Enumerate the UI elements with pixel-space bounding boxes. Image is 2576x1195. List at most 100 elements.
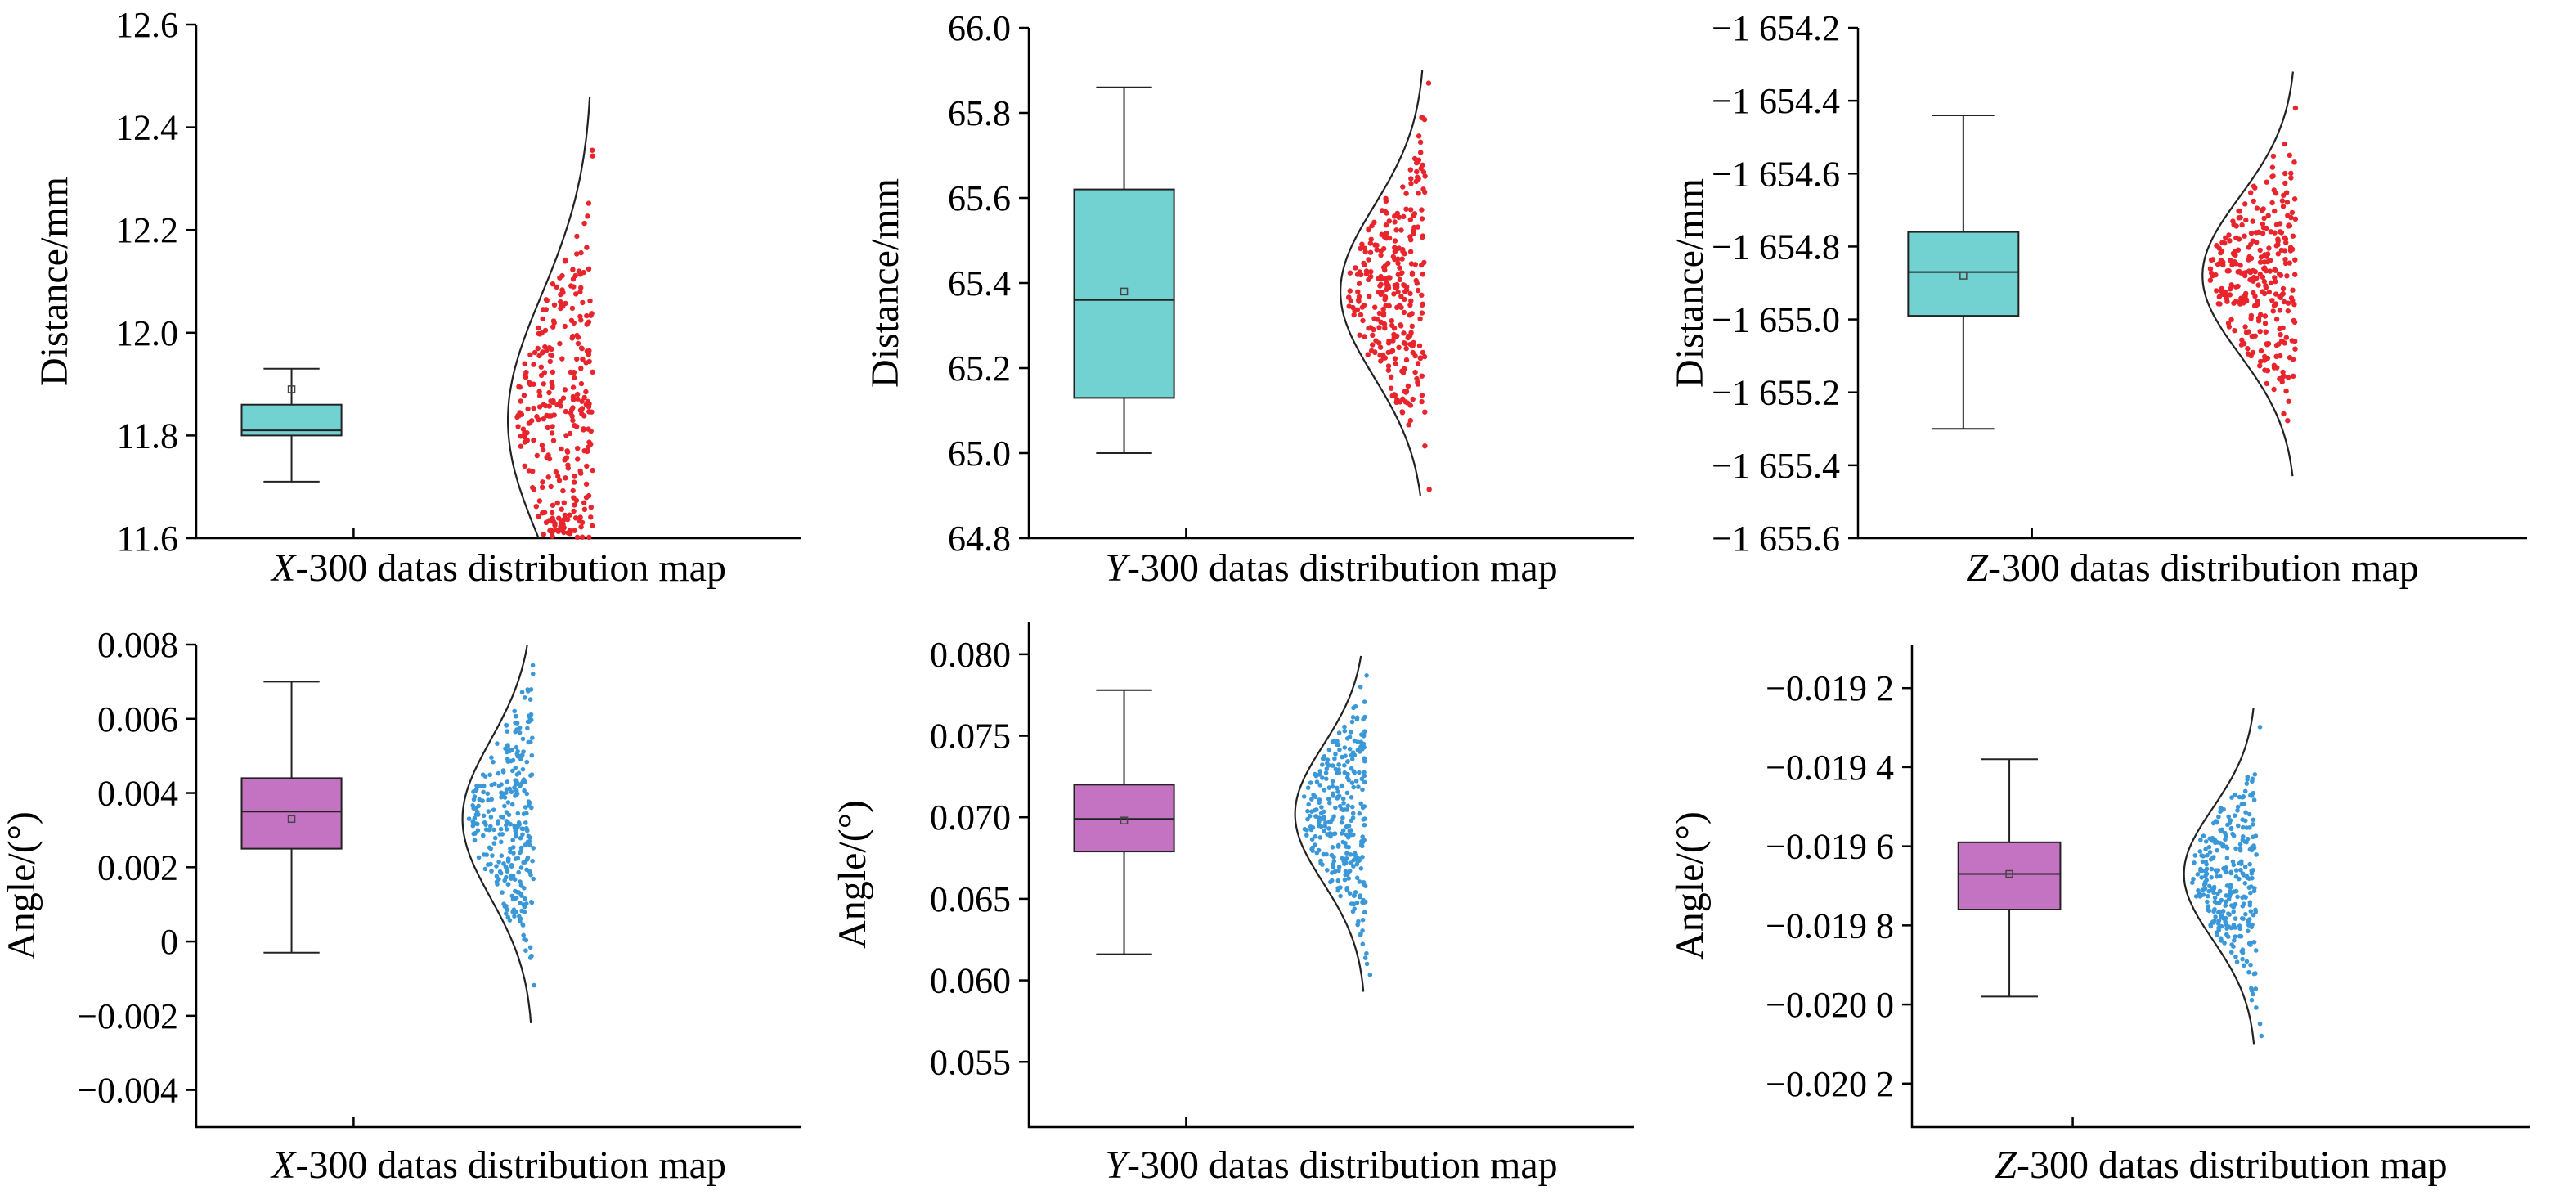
data-point xyxy=(2275,251,2281,257)
data-point xyxy=(1366,226,1371,231)
data-point xyxy=(1312,807,1317,813)
data-point xyxy=(1365,352,1371,357)
y-tick-label: 12.0 xyxy=(115,313,178,353)
data-point xyxy=(2190,880,2195,885)
data-point xyxy=(1358,801,1363,806)
mean-marker xyxy=(287,385,296,393)
data-point xyxy=(2255,282,2261,288)
data-point xyxy=(1359,732,1364,737)
data-point xyxy=(1350,909,1356,914)
y-tick-label: −0.020 0 xyxy=(1766,985,1894,1025)
data-point xyxy=(1391,331,1397,338)
data-point xyxy=(1306,802,1311,807)
data-point xyxy=(540,447,546,453)
data-point xyxy=(2209,875,2214,880)
data-point xyxy=(550,369,556,375)
data-point xyxy=(2281,299,2287,305)
data-point xyxy=(550,438,557,443)
data-point xyxy=(572,502,577,508)
data-point xyxy=(1346,844,1351,850)
data-point xyxy=(1397,303,1402,308)
data-point xyxy=(1418,150,1424,155)
data-point xyxy=(584,463,590,469)
data-point xyxy=(1400,184,1406,190)
data-point xyxy=(572,375,577,381)
data-point xyxy=(2198,838,2203,842)
data-point xyxy=(536,389,542,394)
data-point xyxy=(2257,259,2264,265)
data-point xyxy=(520,923,526,928)
y-tick-label: −1 655.0 xyxy=(1712,300,1840,340)
data-point xyxy=(1399,270,1405,276)
data-point xyxy=(2192,853,2198,858)
data-point xyxy=(523,375,529,380)
data-point xyxy=(500,832,505,837)
data-point xyxy=(534,452,540,459)
data-point xyxy=(2269,173,2275,180)
data-point xyxy=(1407,249,1414,254)
data-point xyxy=(2209,866,2215,872)
data-point xyxy=(2246,928,2251,934)
data-point xyxy=(575,340,581,347)
data-point xyxy=(1419,292,1425,298)
data-point xyxy=(1335,796,1340,801)
data-point xyxy=(2261,259,2268,265)
data-point xyxy=(2246,245,2252,250)
data-point xyxy=(515,424,521,429)
data-point xyxy=(1391,392,1398,398)
data-point xyxy=(1362,699,1367,704)
data-point xyxy=(1403,287,1410,293)
data-point xyxy=(1320,862,1325,867)
data-point xyxy=(2233,299,2239,304)
data-point xyxy=(2250,218,2255,224)
data-point xyxy=(1319,805,1324,810)
data-point xyxy=(2233,925,2237,930)
data-point xyxy=(2256,229,2262,235)
data-point xyxy=(521,932,526,938)
data-point xyxy=(1358,893,1363,898)
data-point xyxy=(562,323,568,330)
data-point xyxy=(2216,294,2222,300)
data-point xyxy=(524,438,530,443)
data-point xyxy=(544,298,550,303)
data-point xyxy=(524,811,529,816)
data-point xyxy=(1393,227,1399,233)
data-point xyxy=(2257,363,2263,369)
data-point xyxy=(568,317,575,323)
caption-variable: X xyxy=(270,546,297,590)
data-point xyxy=(1355,289,1361,294)
data-point xyxy=(2261,215,2267,222)
data-point xyxy=(1421,353,1428,360)
mean-marker xyxy=(287,815,296,824)
data-point xyxy=(1370,342,1376,348)
data-point xyxy=(529,752,535,758)
data-point xyxy=(1330,845,1335,850)
data-point xyxy=(549,380,554,385)
data-point xyxy=(1392,219,1398,225)
data-point xyxy=(2253,910,2259,914)
data-point xyxy=(1360,317,1366,324)
data-point xyxy=(1335,785,1340,791)
data-point xyxy=(1338,893,1343,899)
data-point xyxy=(2264,179,2269,185)
data-point xyxy=(2203,847,2208,852)
data-point xyxy=(2278,294,2283,300)
data-point xyxy=(568,410,574,416)
data-point xyxy=(2237,263,2243,268)
data-point xyxy=(513,888,518,894)
y-tick-label: −1 654.8 xyxy=(1712,227,1840,267)
data-point xyxy=(2237,301,2243,307)
x-axis-caption: X-300 datas distribution map xyxy=(270,546,726,590)
data-point xyxy=(2255,299,2260,304)
data-point xyxy=(1388,385,1394,391)
data-point xyxy=(512,914,517,919)
data-point xyxy=(2203,881,2208,887)
scatter-points xyxy=(1301,673,1373,977)
data-point xyxy=(2282,248,2288,254)
data-point xyxy=(2216,910,2221,915)
data-point xyxy=(1339,783,1344,788)
data-point xyxy=(2269,200,2275,206)
data-point xyxy=(2215,262,2221,267)
data-point xyxy=(2250,333,2256,339)
data-point xyxy=(2254,205,2260,211)
